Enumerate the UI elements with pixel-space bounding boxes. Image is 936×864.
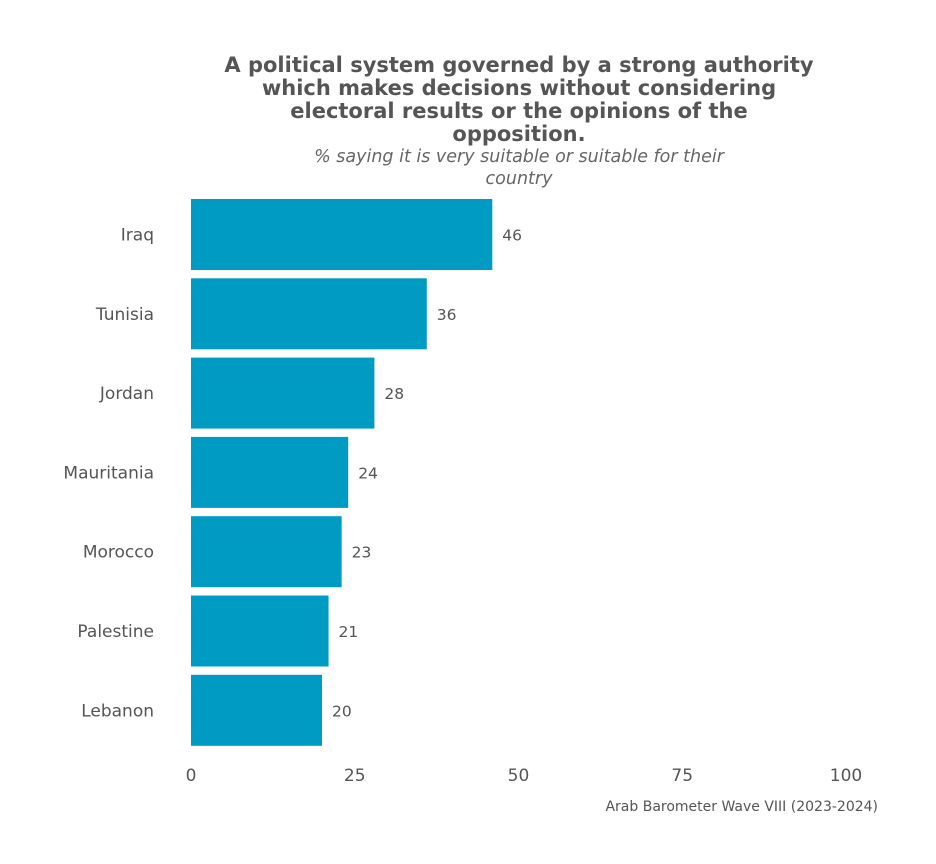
category-label: Iraq <box>121 226 154 246</box>
chart-title: A political system governed by a strong … <box>224 53 813 146</box>
bar <box>191 357 375 429</box>
bar <box>191 595 329 667</box>
data-label: 46 <box>502 227 522 245</box>
data-label: 21 <box>339 623 359 641</box>
x-tick-label: 25 <box>344 766 366 786</box>
bar <box>191 516 342 588</box>
x-tick-label: 50 <box>508 766 530 786</box>
chart-title-line: opposition. <box>452 122 585 146</box>
category-label: Jordan <box>99 384 154 404</box>
chart-subtitle-line: country <box>486 169 554 189</box>
chart-caption: Arab Barometer Wave VIII (2023-2024) <box>605 799 878 815</box>
category-label: Mauritania <box>63 463 154 483</box>
category-label: Lebanon <box>81 701 154 721</box>
chart-title-line: A political system governed by a strong … <box>224 53 813 77</box>
bar <box>191 674 322 746</box>
bar <box>191 278 427 350</box>
plot-area: Iraq 46 Tunisia 36 Jordan 28 Mauritania 24 Moroc… <box>63 199 862 786</box>
x-tick-label: 100 <box>830 766 862 786</box>
chart-title-line: electoral results or the opinions of the <box>290 99 747 123</box>
data-label: 24 <box>358 464 378 482</box>
category-label: Palestine <box>77 622 154 642</box>
chart-title-line: which makes decisions without considerin… <box>262 76 776 100</box>
x-tick-label: 0 <box>186 766 197 786</box>
chart-subtitle: % saying it is very suitable or suitable… <box>314 147 726 189</box>
x-tick-label: 75 <box>671 766 693 786</box>
category-label: Morocco <box>83 543 154 563</box>
data-label: 36 <box>437 306 457 324</box>
data-label: 23 <box>352 544 372 562</box>
bar <box>191 199 493 270</box>
data-label: 20 <box>332 702 352 720</box>
chart-subtitle-line: % saying it is very suitable or suitable… <box>314 147 726 167</box>
data-label: 28 <box>384 385 404 403</box>
bar <box>191 436 349 508</box>
category-label: Tunisia <box>95 305 154 325</box>
